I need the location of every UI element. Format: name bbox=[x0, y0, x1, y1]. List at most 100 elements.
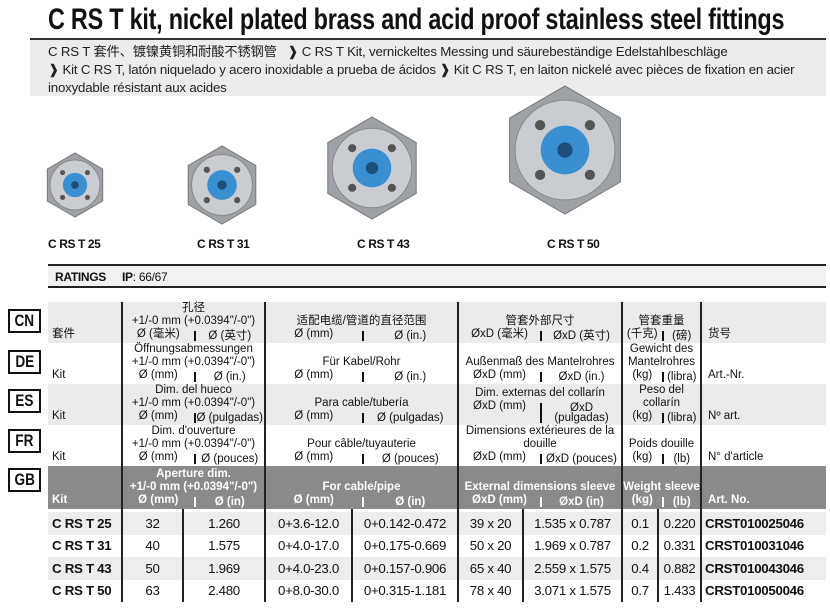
product-label: C RS T 25 bbox=[48, 237, 101, 251]
table-cell: 0+3.6-12.0 bbox=[264, 512, 352, 535]
bolt-icon bbox=[387, 144, 396, 153]
table-cell: 50 bbox=[121, 557, 183, 580]
table-cell: C RS T 43 bbox=[52, 560, 112, 576]
bolt-icon bbox=[234, 197, 241, 204]
language-badge-fr: FR bbox=[8, 429, 41, 453]
kit-header: Kit bbox=[52, 451, 66, 463]
table-cell: 32 bbox=[121, 512, 183, 535]
weight-header: Poids douille (kg) (lb) bbox=[621, 425, 702, 466]
header-row-es: Kit Dim. del hueco +1/-0 mm (+0.0394"/-0"… bbox=[48, 384, 827, 425]
header-row-de: Kit Öffnungsabmessungen +1/-0 mm (+0.0394… bbox=[48, 343, 827, 384]
table-cell: 78 x 40 bbox=[457, 579, 524, 602]
ratings-label: RATINGS bbox=[55, 270, 107, 284]
language-badge-es: ES bbox=[8, 389, 41, 413]
ip-label: IP bbox=[122, 270, 133, 284]
language-badge-gb: GB bbox=[8, 468, 41, 492]
table-cell: 0+0.175-0.669 bbox=[350, 534, 459, 557]
table-cell: 1.535 x 0.787 bbox=[522, 512, 623, 535]
art-no-header: N° d'article bbox=[700, 425, 827, 466]
table-cell: CRST010043046 bbox=[700, 557, 827, 580]
table-cell: CRST010050046 bbox=[700, 579, 827, 602]
weight-header: Weight sleeve (kg) (lb) bbox=[621, 466, 702, 509]
table-cell: CRST010025046 bbox=[700, 512, 827, 535]
bolt-icon bbox=[84, 194, 91, 201]
table-cell: 0+0.157-0.906 bbox=[350, 557, 459, 580]
table-cell: 0+4.0-17.0 bbox=[264, 534, 352, 557]
table-cell: 0.2 bbox=[621, 534, 659, 557]
product-images bbox=[46, 85, 621, 225]
ratings-bar: RATINGS IP: 66/67 bbox=[48, 264, 826, 288]
product-image bbox=[509, 85, 621, 215]
aperture-header: Öffnungsabmessungen +1/-0 mm (+0.0394"/-0… bbox=[121, 343, 265, 384]
table-cell: 0.4 bbox=[621, 557, 659, 580]
table-row: C RS T 43 50 1.969 0+4.0-23.0 0+0.157-0.906 6… bbox=[48, 557, 827, 580]
table-cell: C RS T 25 bbox=[52, 515, 112, 531]
table-cell: 0.7 bbox=[621, 579, 659, 602]
cable-header: Pour câble/tuyauterie Ø (mm) Ø (pouces) bbox=[263, 425, 459, 466]
aperture-header: Dim. del hueco +1/-0 mm (+0.0394"/-0") Ø (… bbox=[121, 384, 265, 425]
table-row: C RS T 31 40 1.575 0+4.0-17.0 0+0.175-0.669 5… bbox=[48, 534, 827, 557]
weight-header: Gewicht des Mantelrohres (kg) (libra) bbox=[621, 343, 702, 384]
table-cell: CRST010031046 bbox=[700, 534, 827, 557]
bolt-icon bbox=[59, 194, 66, 201]
kit-header: Kit bbox=[52, 410, 66, 422]
cable-header: Para cable/tubería Ø (mm) Ø (pulgadas) bbox=[263, 384, 459, 425]
header-row-gb: Kit Aperture dim. +1/-0 mm (+0.0394"/-0")… bbox=[48, 466, 827, 509]
bolt-icon bbox=[234, 166, 241, 173]
table-cell: 39 x 20 bbox=[457, 512, 524, 535]
table-cell: 0.882 bbox=[657, 557, 702, 580]
table-cell: 1.260 bbox=[182, 512, 265, 535]
table-cell: 3.071 x 1.575 bbox=[522, 579, 623, 602]
table-cell: 0.220 bbox=[657, 512, 702, 535]
header-row-cn: 套件 孔径 +1/-0 mm (+0.0394"/-0") Ø (毫米) Ø (英寸)… bbox=[48, 302, 827, 343]
header-row-fr: Kit Dim. d'ouverture +1/-0 mm (+0.0394"/-… bbox=[48, 425, 827, 466]
cable-header: For cable/pipe Ø (mm) Ø (in) bbox=[263, 466, 459, 509]
bolt-icon bbox=[534, 119, 546, 131]
table-row: C RS T 50 63 2.480 0+8.0-30.0 0+0.315-1.181 7… bbox=[48, 579, 827, 602]
art-no-header: Art.-Nr. bbox=[700, 343, 827, 384]
subtitle-fr: Kit C RS T, en laiton nickelé avec pièce… bbox=[48, 62, 795, 95]
bolt-icon bbox=[387, 183, 396, 192]
table-cell: 1.575 bbox=[182, 534, 265, 557]
bullet-icon: ❱ bbox=[439, 62, 451, 77]
product-label: C RS T 50 bbox=[547, 237, 600, 251]
bolt-icon bbox=[348, 183, 357, 192]
specs-table: 套件 孔径 +1/-0 mm (+0.0394"/-0") Ø (毫米) Ø (英寸)… bbox=[48, 302, 827, 602]
table-cell: 40 bbox=[121, 534, 183, 557]
product-image bbox=[46, 152, 104, 218]
bullet-icon: ❱ bbox=[48, 62, 59, 77]
ip-value: : 66/67 bbox=[132, 270, 168, 284]
table-cell: 0.331 bbox=[657, 534, 702, 557]
table-row: C RS T 25 32 1.260 0+3.6-12.0 0+0.142-0.472 3… bbox=[48, 512, 827, 535]
table-cell: 50 x 20 bbox=[457, 534, 524, 557]
table-cell: 1.969 x 0.787 bbox=[522, 534, 623, 557]
language-badge-cn: CN bbox=[8, 309, 41, 333]
table-cell: 0+8.0-30.0 bbox=[264, 579, 352, 602]
bolt-icon bbox=[203, 197, 210, 204]
art-no-header: Art. No. bbox=[700, 466, 827, 509]
cable-header: Für Kabel/Rohr Ø (mm) Ø (in.) bbox=[263, 343, 459, 384]
bolt-icon bbox=[203, 166, 210, 173]
subtitle-block: C RS T 套件、镀镍黄铜和耐酸不锈钢管 ❱ C RS T Kit, vern… bbox=[30, 38, 826, 96]
product-image bbox=[187, 145, 257, 225]
product-label: C RS T 43 bbox=[357, 237, 410, 251]
table-cell: C RS T 31 bbox=[52, 538, 112, 554]
table-cell: 1.433 bbox=[657, 579, 702, 602]
external-dim-header: External dimensions sleeve ØxD (mm) ØxD (i… bbox=[457, 466, 623, 509]
weight-header: 管套重量 (千克) (磅) bbox=[621, 302, 702, 343]
bolt-icon bbox=[59, 169, 66, 176]
aperture-header: Aperture dim. +1/-0 mm (+0.0394"/-0") Ø (m… bbox=[121, 466, 265, 509]
table-cell: 1.969 bbox=[182, 557, 265, 580]
table-cell: 0+4.0-23.0 bbox=[264, 557, 352, 580]
subtitle-de: C RS T Kit, vernickeltes Messing und säu… bbox=[301, 44, 728, 59]
bolt-icon bbox=[348, 144, 357, 153]
language-badge-de: DE bbox=[8, 350, 41, 374]
cable-header: 适配电缆/管道的直径范围 Ø (mm) Ø (in.) bbox=[263, 302, 459, 343]
table-cell: C RS T 50 bbox=[52, 583, 112, 599]
kit-header: 套件 bbox=[52, 328, 75, 340]
bolt-icon bbox=[584, 169, 596, 181]
table-cell: 2.559 x 1.575 bbox=[522, 557, 623, 580]
external-dim-header: 管套外部尺寸 ØxD (毫米) ØxD (英寸) bbox=[457, 302, 623, 343]
bolt-icon bbox=[584, 119, 596, 131]
page-title: C RS T kit, nickel plated brass and acid… bbox=[48, 3, 785, 36]
